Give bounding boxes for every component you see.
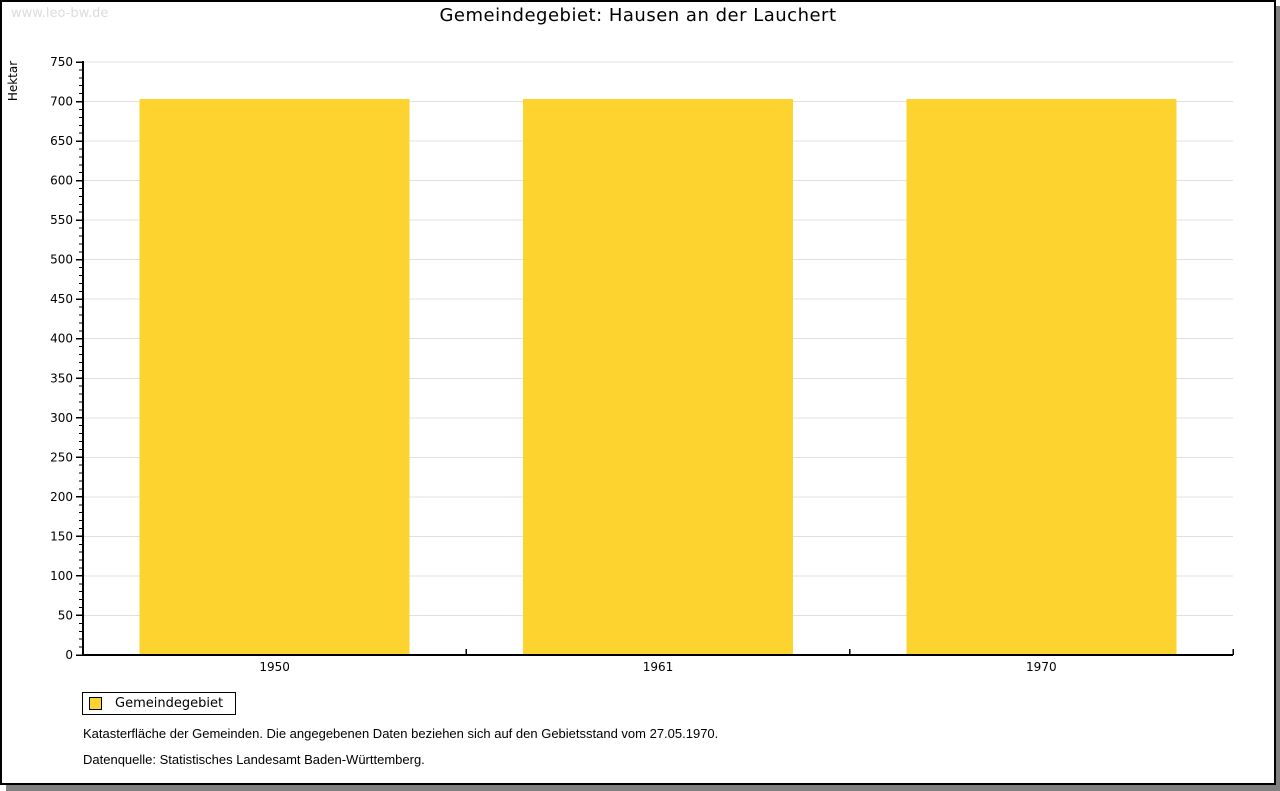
y-tick-label: 600 [50,174,73,188]
x-tick-label: 1970 [1026,660,1057,674]
y-axis-title: Hektar [6,61,20,101]
y-tick-label: 100 [50,569,73,583]
y-tick-label: 500 [50,253,73,267]
y-tick-label: 150 [50,529,73,543]
bar-1950 [139,99,410,656]
y-tick-label: 750 [50,55,73,69]
legend-swatch-icon [89,697,102,710]
y-tick-label: 550 [50,213,73,227]
x-tick-label: 1961 [643,660,674,674]
y-tick-label: 350 [50,371,73,385]
legend-item-label: Gemeindegebiet [115,696,224,711]
y-tick-label: 200 [50,490,73,504]
watermark-text: www.leo-bw.de [11,6,109,21]
y-tick-label: 450 [50,292,73,306]
y-tick-label: 0 [65,648,73,662]
x-tick-label: 1950 [259,660,290,674]
footnote-description: Katasterfläche der Gemeinden. Die angege… [83,726,719,741]
legend-box: Gemeindegebiet [82,692,237,715]
y-tick-label: 250 [50,450,73,464]
bar-1961 [523,99,793,656]
y-tick-label: 700 [50,95,73,109]
y-tick-label: 400 [50,332,73,346]
bar-1970 [906,99,1177,656]
footnote-datasource: Datenquelle: Statistisches Landesamt Bad… [83,752,425,767]
y-tick-label: 300 [50,411,73,425]
y-tick-label: 650 [50,134,73,148]
chart-title: Gemeindegebiet: Hausen an der Lauchert [439,5,837,26]
y-tick-label: 50 [58,608,73,622]
